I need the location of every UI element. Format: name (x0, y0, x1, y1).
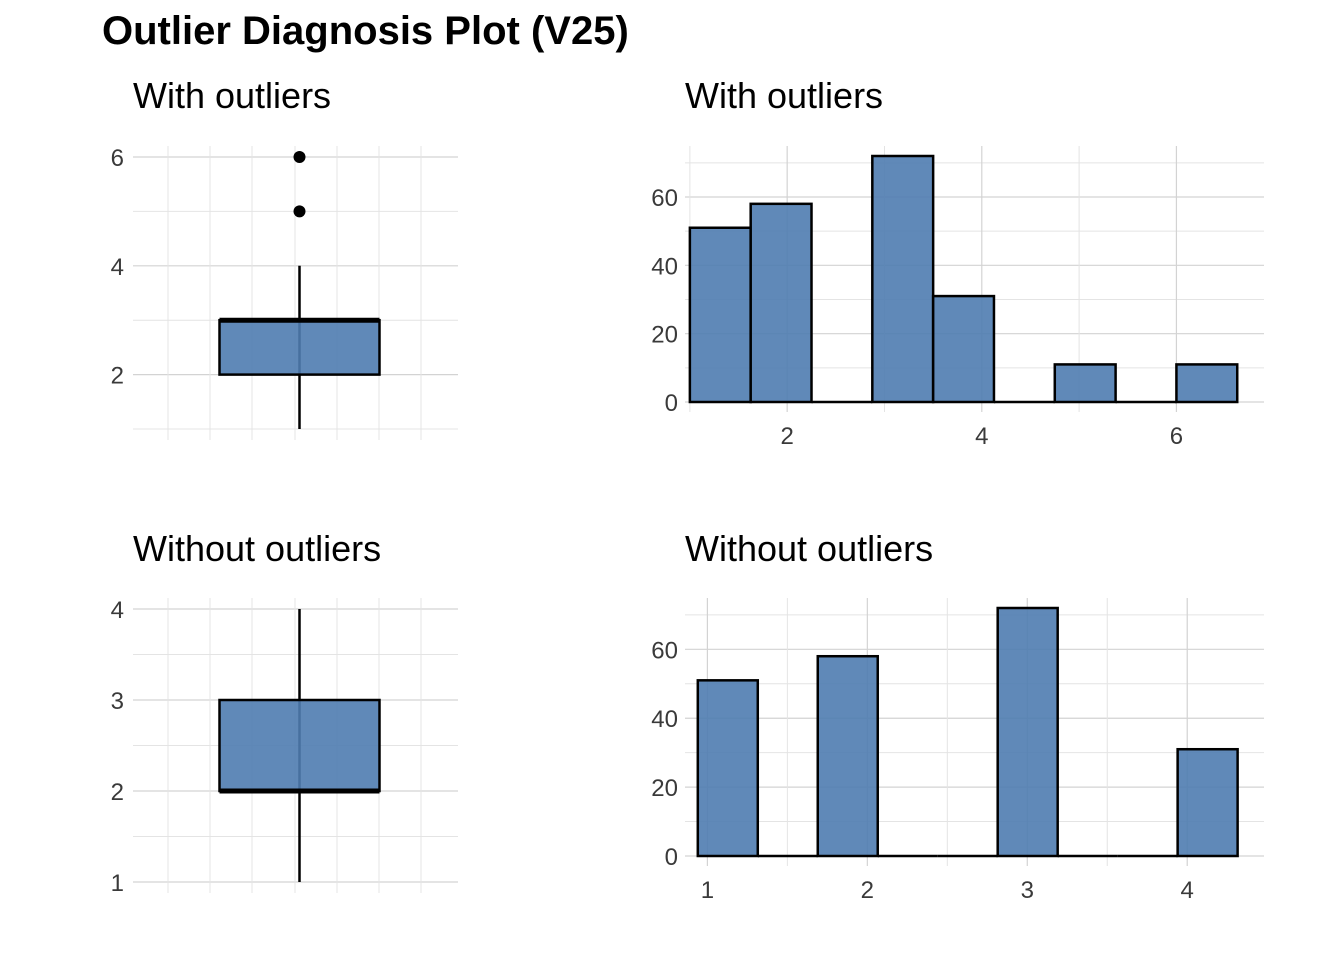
y-tick-label: 4 (111, 254, 124, 281)
panel-1: With outliers 2 4 6 (111, 75, 458, 440)
panel-2: With outliers 0 20 40 60 2 4 6 (651, 75, 1264, 450)
y-tick-label: 4 (111, 597, 124, 624)
x-tick-label: 2 (780, 423, 793, 450)
x-tick-label: 4 (1181, 877, 1194, 904)
box (218, 318, 381, 376)
box (218, 698, 381, 793)
histogram-bar (1053, 363, 1117, 404)
y-tick-label: 6 (111, 145, 124, 172)
y-tick-label: 40 (651, 253, 678, 280)
panel-title: With outliers (685, 75, 883, 116)
histogram-bar (931, 294, 996, 404)
x-tick-label: 4 (975, 423, 988, 450)
histogram-bar (1175, 363, 1239, 404)
y-tick-label: 0 (665, 844, 678, 871)
panel-title: With outliers (133, 75, 331, 116)
x-tick-label: 2 (861, 877, 874, 904)
y-tick-label: 20 (651, 322, 678, 349)
y-tick-label: 60 (651, 185, 678, 212)
y-tick-label: 0 (665, 390, 678, 417)
panel-title: Without outliers (133, 528, 381, 569)
y-tick-label: 20 (651, 775, 678, 802)
histogram-bar (816, 654, 879, 858)
y-tick-label: 40 (651, 706, 678, 733)
histogram-bar (749, 202, 813, 404)
y-tick-label: 2 (111, 779, 124, 806)
y-tick-label: 60 (651, 637, 678, 664)
histogram-bar (696, 679, 760, 858)
y-tick-label: 3 (111, 688, 124, 715)
y-tick-label: 1 (111, 870, 124, 897)
panel-4: Without outliers 0 20 40 60 1 2 3 4 (651, 528, 1264, 904)
outlier-point (293, 205, 306, 218)
x-tick-label: 1 (701, 877, 714, 904)
panel-title: Without outliers (685, 528, 933, 569)
y-tick-label: 2 (111, 363, 124, 390)
figure-title: Outlier Diagnosis Plot (V25) (102, 9, 629, 53)
panel-3: Without outliers 1 2 3 4 (111, 528, 458, 897)
histogram-bar (1176, 747, 1239, 858)
histogram-bar (871, 154, 935, 404)
outlier-point (293, 151, 306, 163)
x-tick-label: 3 (1021, 877, 1034, 904)
x-tick-label: 6 (1170, 423, 1183, 450)
histogram-bar (996, 606, 1059, 858)
histogram-bar (688, 226, 752, 404)
